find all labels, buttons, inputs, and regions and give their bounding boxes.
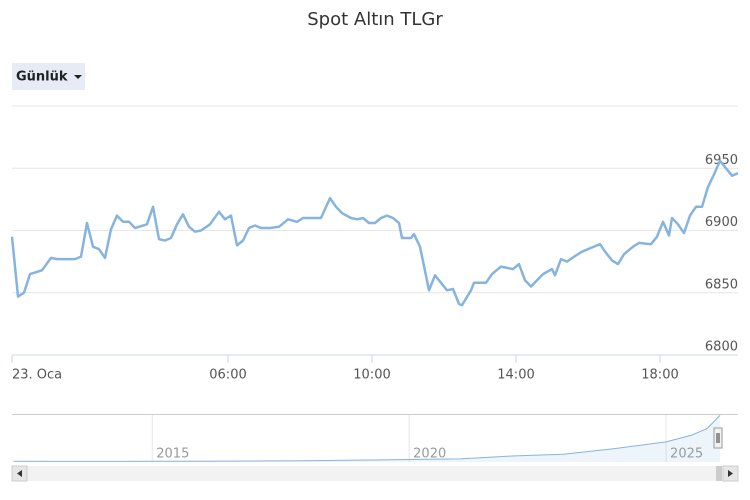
y-tick-label: 6800 bbox=[705, 340, 738, 355]
scrollbar-track[interactable] bbox=[12, 466, 738, 481]
y-tick-label: 6850 bbox=[705, 277, 738, 292]
navigator-line bbox=[13, 414, 721, 462]
scroll-right-arrow bbox=[728, 470, 733, 477]
x-tick-label: 18:00 bbox=[641, 368, 678, 383]
x-tick-label: 23. Oca bbox=[12, 368, 62, 383]
x-tick-label: 06:00 bbox=[209, 368, 246, 383]
navigator-tick-label: 2020 bbox=[413, 447, 446, 462]
scroll-thumb[interactable] bbox=[716, 466, 722, 481]
range-dropdown[interactable]: Günlük bbox=[12, 63, 85, 90]
scroll-left-arrow bbox=[17, 470, 22, 477]
navigator-handle[interactable] bbox=[713, 427, 723, 449]
x-tick-label: 10:00 bbox=[353, 368, 390, 383]
dropdown-label[interactable]: Günlük bbox=[16, 70, 68, 85]
y-tick-label: 6950 bbox=[705, 153, 738, 168]
navigator-tick-label: 2025 bbox=[670, 447, 703, 462]
price-line bbox=[10, 159, 739, 307]
navigator-area bbox=[13, 415, 720, 462]
dropdown-bg[interactable] bbox=[12, 63, 85, 90]
x-tick-label: 14:00 bbox=[497, 368, 534, 383]
y-tick-label: 6900 bbox=[705, 215, 738, 230]
navigator-tick-label: 2015 bbox=[156, 447, 189, 462]
chart-title: Spot Altın TLGr bbox=[307, 9, 443, 30]
dropdown-caret[interactable] bbox=[74, 75, 82, 79]
